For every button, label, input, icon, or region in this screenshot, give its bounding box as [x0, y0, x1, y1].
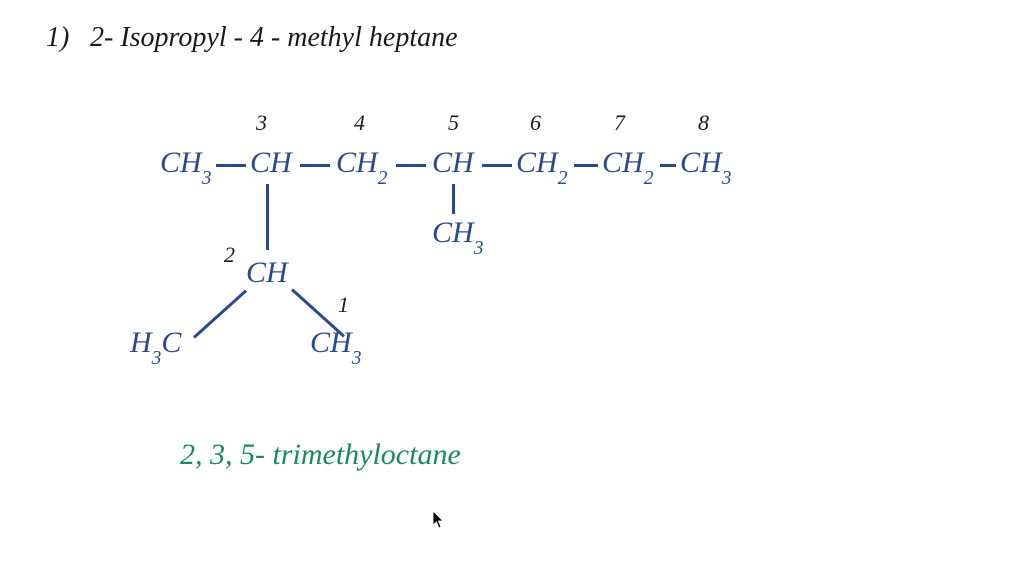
question-title: 2- Isopropyl - 4 - methyl heptane — [90, 22, 458, 54]
atom-ch: CH — [250, 146, 292, 180]
atom-ch3: CH3 — [160, 146, 211, 185]
atom-ch2: CH2 — [602, 146, 653, 185]
atom-ch-branch: CH — [246, 256, 288, 290]
atom-ch3: CH3 — [680, 146, 731, 185]
carbon-number: 2 — [224, 242, 235, 268]
bond — [482, 164, 512, 167]
cursor-icon — [432, 510, 446, 535]
bond — [660, 164, 676, 167]
atom-ch3-iso: CH3 — [310, 326, 361, 365]
bond — [266, 184, 269, 250]
carbon-number: 4 — [354, 110, 365, 136]
carbon-number: 3 — [256, 110, 267, 136]
answer-text: 2, 3, 5- trimethyloctane — [180, 438, 461, 472]
bond — [216, 164, 246, 167]
bond — [452, 184, 455, 214]
atom-h3c: H3C — [130, 326, 181, 365]
atom-ch2: CH2 — [516, 146, 567, 185]
bond — [396, 164, 426, 167]
bond — [300, 164, 330, 167]
carbon-number: 8 — [698, 110, 709, 136]
carbon-number: 7 — [614, 110, 625, 136]
bond — [574, 164, 598, 167]
question-index: 1) — [46, 22, 69, 54]
atom-ch2: CH2 — [336, 146, 387, 185]
carbon-number: 6 — [530, 110, 541, 136]
carbon-number: 5 — [448, 110, 459, 136]
diagram-canvas: 1) 2- Isopropyl - 4 - methyl heptane 3 4… — [0, 0, 1024, 584]
bond — [193, 290, 247, 339]
carbon-number: 1 — [338, 292, 349, 318]
atom-ch3-branch: CH3 — [432, 216, 483, 255]
atom-ch: CH — [432, 146, 474, 180]
